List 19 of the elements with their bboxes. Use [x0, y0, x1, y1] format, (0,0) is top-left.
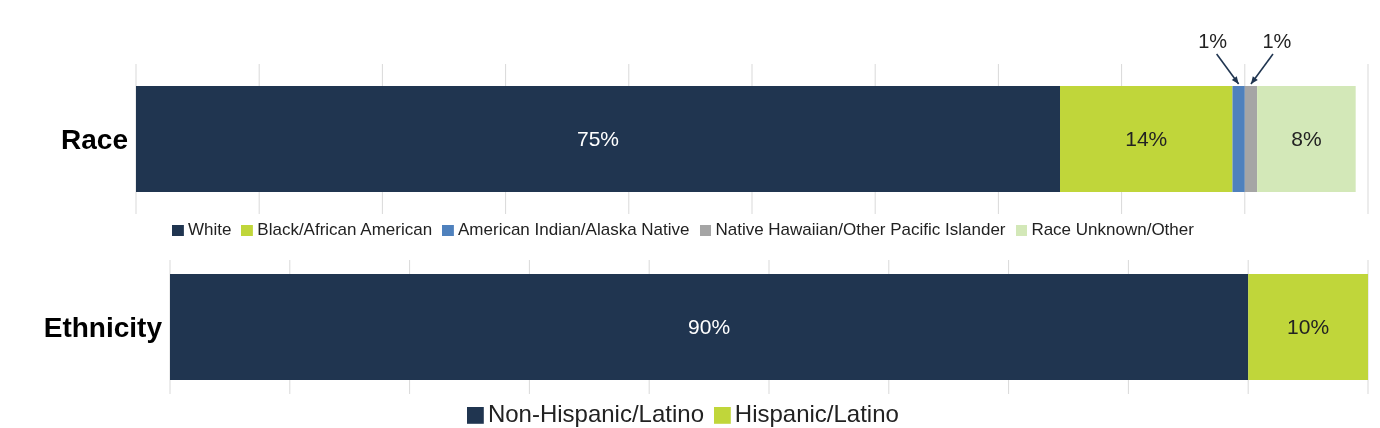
data-label: 1% [1262, 30, 1292, 52]
data-label: 10% [1287, 315, 1330, 338]
legend-label: White [187, 220, 232, 239]
data-label: 1% [1198, 30, 1228, 52]
data-label: 8% [1291, 127, 1322, 150]
bar [1257, 86, 1356, 192]
data-label: 75% [576, 127, 620, 150]
legend-label: Native Hawaiian/Other Pacific Islander [715, 220, 1006, 239]
bar [1060, 86, 1233, 192]
bar [136, 86, 1060, 192]
legend-label: Black/African American [257, 220, 433, 239]
y-tick-label: Ethnicity [43, 311, 163, 343]
legend-label: Non-Hispanic/Latino [487, 400, 704, 427]
y-tick-label: Race [61, 123, 128, 155]
legend-label: Race Unknown/Other [1031, 220, 1194, 239]
legend-label: Hispanic/Latino [734, 400, 899, 427]
data-label: 14% [1125, 127, 1168, 150]
legend-label: American Indian/Alaska Native [458, 220, 690, 239]
data-label: 90% [688, 315, 731, 338]
